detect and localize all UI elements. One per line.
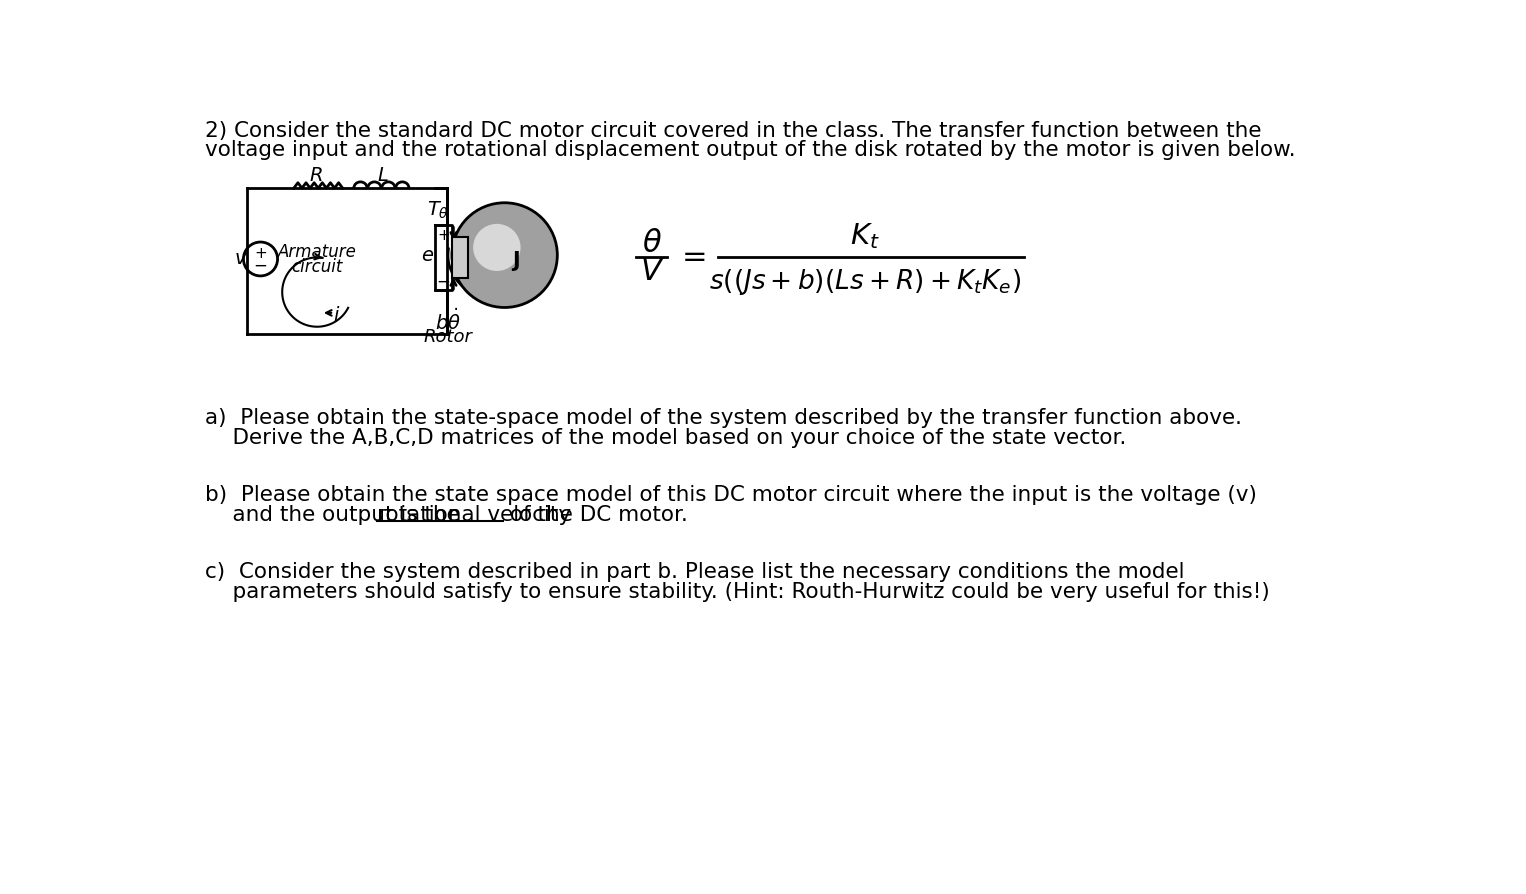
Text: 2) Consider the standard DC motor circuit covered in the class. The transfer fun: 2) Consider the standard DC motor circui… (204, 122, 1260, 141)
Text: +: + (436, 228, 450, 242)
Text: =: = (682, 243, 708, 272)
Text: b)  Please obtain the state space model of this DC motor circuit where the input: b) Please obtain the state space model o… (204, 485, 1256, 504)
Circle shape (452, 203, 557, 308)
Text: $V$: $V$ (639, 257, 664, 286)
Text: $b\dot{\theta}$: $b\dot{\theta}$ (435, 308, 461, 334)
Text: circuit: circuit (291, 257, 343, 275)
Text: c)  Consider the system described in part b. Please list the necessary condition: c) Consider the system described in part… (204, 561, 1184, 582)
Text: Derive the A,B,C,D matrices of the model based on your choice of the state vecto: Derive the A,B,C,D matrices of the model… (204, 427, 1126, 448)
Circle shape (473, 224, 520, 271)
Text: e: e (421, 246, 433, 265)
Text: $T_\theta$: $T_\theta$ (427, 200, 449, 221)
Text: of the DC motor.: of the DC motor. (504, 504, 688, 525)
Text: J: J (513, 251, 520, 271)
Text: +: + (255, 246, 267, 261)
Bar (452, 237, 468, 278)
Text: −: − (436, 273, 450, 291)
Text: L: L (377, 166, 389, 185)
Text: parameters should satisfy to ensure stability. (Hint: Routh-Hurwitz could be ver: parameters should satisfy to ensure stab… (204, 582, 1270, 602)
Text: R: R (310, 166, 324, 185)
Text: voltage input and the rotational displacement output of the disk rotated by the : voltage input and the rotational displac… (204, 139, 1296, 160)
Text: Rotor: Rotor (424, 328, 473, 346)
Text: $s((Js + b)(Ls + R) + K_tK_e)$: $s((Js + b)(Ls + R) + K_tK_e)$ (710, 267, 1021, 297)
Text: a)  Please obtain the state-space model of the system described by the transfer : a) Please obtain the state-space model o… (204, 408, 1242, 427)
Text: Armature: Armature (278, 243, 357, 261)
Text: $\theta$: $\theta$ (642, 229, 662, 258)
Text: v: v (235, 249, 246, 268)
Text: $K_t$: $K_t$ (850, 221, 881, 251)
Text: i: i (334, 306, 339, 325)
Text: −: − (253, 257, 267, 274)
Text: rotational velocity: rotational velocity (377, 504, 571, 525)
Text: and the output is the: and the output is the (204, 504, 467, 525)
